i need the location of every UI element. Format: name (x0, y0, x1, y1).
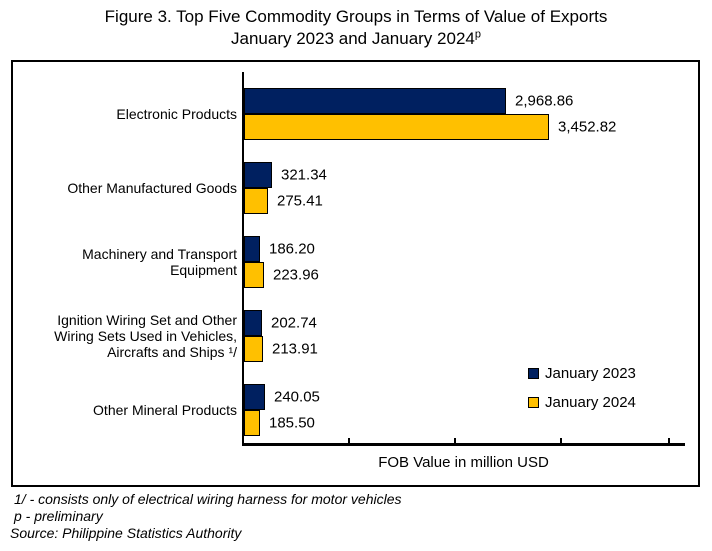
legend-swatch-icon (528, 397, 539, 408)
title-superscript-p: p (474, 28, 481, 41)
bar-january-2024 (244, 188, 268, 214)
figure-title-line1: Figure 3. Top Five Commodity Groups in T… (104, 7, 608, 26)
bar-january-2024 (244, 262, 264, 288)
figure-title-line2: January 2023 and January 2024p (0, 28, 712, 50)
category-label: Other Mineral Products (93, 402, 237, 418)
x-axis-tick (560, 438, 562, 443)
x-axis-tick (348, 438, 350, 443)
chart-legend: January 2023 January 2024 (528, 363, 636, 421)
bar-january-2024 (244, 114, 549, 140)
bar-value-label: 223.96 (273, 266, 319, 284)
bar-value-label: 2,968.86 (515, 92, 574, 110)
legend-swatch-icon (528, 368, 539, 379)
bar-january-2023 (244, 384, 265, 410)
footnote-source: Source: Philippine Statistics Authority (10, 525, 242, 541)
bar-value-label: 3,452.82 (558, 118, 617, 136)
footnote-preliminary: p - preliminary (14, 508, 103, 524)
legend-label: January 2024 (545, 394, 636, 411)
bar-value-label: 275.41 (277, 192, 323, 210)
footnote-wiring-harness: 1/ - consists only of electrical wiring … (14, 491, 402, 507)
category-label: Ignition Wiring Set and Other Wiring Set… (54, 312, 237, 360)
bar-january-2023 (244, 88, 506, 114)
legend-item: January 2023 (528, 363, 636, 384)
bar-january-2024 (244, 410, 260, 436)
figure-title: Figure 3. Top Five Commodity Groups in T… (0, 6, 712, 50)
bar-value-label: 240.05 (274, 388, 320, 406)
bar-value-label: 213.91 (272, 340, 318, 358)
footnotes: 1/ - consists only of electrical wiring … (10, 491, 401, 542)
category-label: Other Manufactured Goods (67, 180, 237, 196)
x-axis-tick (454, 438, 456, 443)
bar-january-2024 (244, 336, 263, 362)
chart-inner: 2,968.86 3,452.82 Electronic Products 321.3… (13, 62, 698, 485)
x-axis-title: FOB Value in million USD (378, 454, 549, 471)
legend-item: January 2024 (528, 392, 636, 413)
x-axis-line (242, 443, 685, 446)
bar-january-2023 (244, 310, 262, 336)
category-label: Electronic Products (116, 106, 237, 122)
bar-value-label: 185.50 (269, 414, 315, 432)
chart-plot-area: 2,968.86 3,452.82 Electronic Products 321.3… (11, 60, 700, 487)
legend-label: January 2023 (545, 365, 636, 382)
category-label: Machinery and Transport Equipment (82, 246, 237, 278)
x-axis-tick (668, 438, 670, 443)
figure-title-line2-text: January 2023 and January 2024 (231, 29, 475, 48)
bar-january-2023 (244, 236, 260, 262)
y-axis-line (242, 72, 244, 446)
bar-january-2023 (244, 162, 272, 188)
bar-value-label: 186.20 (269, 240, 315, 258)
bar-value-label: 202.74 (271, 314, 317, 332)
bar-value-label: 321.34 (281, 166, 327, 184)
